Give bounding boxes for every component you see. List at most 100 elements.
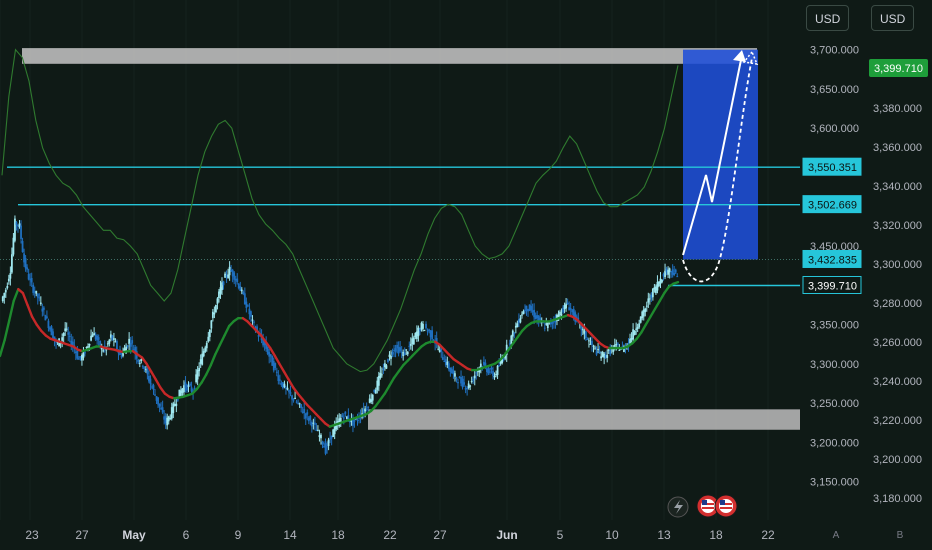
- candle-body: [460, 376, 462, 384]
- candle-body: [367, 407, 370, 409]
- candle-body: [193, 387, 196, 389]
- x-tick-label: 27: [75, 528, 89, 542]
- candle-body: [461, 378, 464, 388]
- candle-body: [262, 339, 265, 346]
- candle-body: [219, 287, 222, 294]
- candle-body: [144, 369, 147, 371]
- candle-body: [309, 416, 312, 421]
- y-right-tick-label: 3,320.000: [873, 220, 922, 232]
- ma-segment: [374, 398, 382, 408]
- candle-body: [146, 368, 149, 375]
- candle-body: [549, 322, 552, 325]
- candle-body: [376, 380, 379, 390]
- ma-segment: [30, 315, 38, 326]
- candle-body: [320, 434, 322, 439]
- candle-body: [64, 328, 67, 332]
- candle-body: [505, 344, 508, 355]
- candle-body: [158, 403, 161, 407]
- candle-body: [577, 317, 580, 321]
- candle-body: [297, 402, 300, 404]
- candle-body: [412, 337, 415, 345]
- candle-body: [513, 332, 516, 334]
- candle-body: [543, 327, 546, 329]
- candle-body: [388, 354, 391, 357]
- candle-body: [673, 272, 676, 276]
- candle-body: [102, 350, 105, 352]
- candle-body: [607, 348, 610, 351]
- candle-body: [390, 355, 392, 359]
- candle-body: [644, 308, 647, 313]
- us-flag-canton: [702, 500, 707, 505]
- candle-body: [353, 418, 356, 422]
- candle-body: [186, 384, 188, 391]
- target-box: [683, 49, 758, 260]
- event-icons: [667, 494, 738, 518]
- candle-body: [589, 343, 592, 345]
- candle-body: [642, 309, 645, 317]
- candle-body: [630, 338, 633, 340]
- us-flag-canton: [720, 500, 725, 505]
- candle-body: [288, 389, 290, 393]
- candle-body: [68, 335, 71, 337]
- x-tick-label: May: [122, 528, 146, 542]
- candle-body: [271, 356, 274, 366]
- candle-body: [565, 303, 567, 309]
- candle-body: [613, 344, 616, 349]
- candle-body: [562, 307, 564, 313]
- candle-body: [377, 376, 380, 386]
- candle-body: [184, 382, 187, 388]
- candle-body: [298, 403, 301, 405]
- candle-body: [313, 422, 316, 425]
- y-left-tick-label: 3,300.000: [810, 359, 859, 371]
- candle-body: [422, 324, 424, 329]
- candle-body: [312, 422, 315, 424]
- ma-segment: [278, 362, 286, 373]
- candle-body: [435, 337, 438, 344]
- candle-body: [7, 278, 10, 282]
- ma-segment: [287, 378, 295, 389]
- candle-body: [9, 273, 12, 279]
- y-right-tick-label: 3,260.000: [873, 337, 922, 349]
- candle-body: [306, 412, 309, 415]
- candle-body: [499, 360, 502, 364]
- candle-body: [615, 343, 618, 345]
- candle-body: [41, 308, 44, 312]
- ma-segment: [397, 364, 405, 373]
- candle-body: [537, 315, 540, 322]
- ma-segment: [200, 373, 208, 384]
- candle-body: [128, 338, 131, 344]
- candle-body: [38, 297, 41, 299]
- candle-body: [243, 293, 246, 305]
- ma-segment: [392, 370, 400, 380]
- candle-body: [90, 335, 92, 341]
- candle-body: [87, 346, 89, 348]
- candle-body: [29, 279, 32, 281]
- y-left-tick-label: 3,200.000: [810, 437, 859, 449]
- candle-body: [155, 396, 158, 401]
- y-left-tick-label: 3,600.000: [810, 123, 859, 135]
- candle-body: [176, 398, 179, 401]
- candle-body: [665, 268, 668, 273]
- candle-body: [645, 305, 648, 307]
- candle-body: [536, 315, 539, 319]
- candle-body: [339, 417, 342, 424]
- candle-body: [391, 352, 394, 355]
- candle-body: [400, 351, 403, 353]
- candle-body: [114, 341, 117, 343]
- candle-body: [655, 286, 657, 294]
- candle-body: [218, 291, 220, 298]
- candle-body: [14, 218, 16, 241]
- candle-body: [24, 258, 27, 269]
- y-right-tick-label: 3,340.000: [873, 181, 922, 193]
- candle-body: [345, 416, 348, 419]
- candle-body: [207, 336, 210, 342]
- candle-body: [371, 394, 374, 401]
- candle-body: [559, 311, 561, 316]
- candle-body: [172, 403, 175, 413]
- candle-body: [131, 340, 134, 344]
- y-right-tick-label: 3,200.000: [873, 454, 922, 466]
- currency-button-left[interactable]: USD: [806, 5, 850, 31]
- candle-body: [447, 363, 450, 370]
- currency-button-right[interactable]: USD: [871, 5, 915, 31]
